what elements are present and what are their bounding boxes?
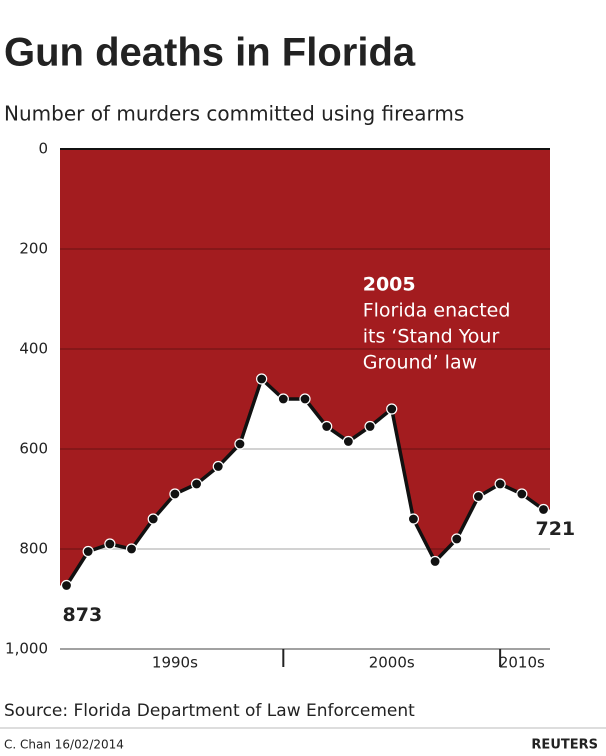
brand: REUTERS <box>531 738 598 753</box>
y-tick-label: 800 <box>19 540 48 558</box>
marker <box>407 513 420 525</box>
area <box>60 149 550 586</box>
marker <box>212 460 224 473</box>
x-tick-label: 1990s <box>152 654 198 672</box>
marker <box>104 538 116 550</box>
marker <box>429 555 441 568</box>
marker <box>60 579 73 592</box>
y-tick-label: 0 <box>38 140 48 158</box>
marker <box>537 503 550 516</box>
marker <box>190 478 203 490</box>
marker <box>494 478 506 490</box>
data-label: 721 <box>535 518 575 540</box>
marker <box>82 545 94 558</box>
source: Source: Florida Department of Law Enforc… <box>4 701 415 721</box>
chart-title: Gun deaths in Florida <box>4 31 416 75</box>
annotation-year: 2005 <box>363 274 416 296</box>
y-tick-label: 200 <box>19 240 48 258</box>
x-tick-label: 2000s <box>369 654 415 672</box>
marker <box>256 373 268 385</box>
marker <box>234 438 246 450</box>
chart-subtitle: Number of murders committed using firear… <box>4 102 464 126</box>
annotation-text: its ‘Stand Your <box>363 326 500 348</box>
annotation-text: Florida enacted <box>363 300 511 322</box>
marker <box>364 420 376 433</box>
credit: C. Chan 16/02/2014 <box>4 738 124 752</box>
x-tick-label: 2010s <box>499 654 545 672</box>
y-tick-label: 1,000 <box>5 640 48 658</box>
marker <box>472 490 485 503</box>
marker <box>342 435 354 448</box>
annotation-text: Ground’ law <box>363 352 477 374</box>
marker <box>277 393 289 405</box>
marker <box>321 420 333 433</box>
marker <box>516 488 528 500</box>
y-tick-label: 400 <box>19 340 48 358</box>
y-tick-label: 600 <box>19 440 48 458</box>
marker <box>169 488 181 500</box>
marker <box>299 393 311 405</box>
marker <box>125 543 138 555</box>
marker <box>451 533 463 545</box>
marker <box>147 513 159 525</box>
data-label: 873 <box>63 604 103 626</box>
marker <box>386 403 398 415</box>
